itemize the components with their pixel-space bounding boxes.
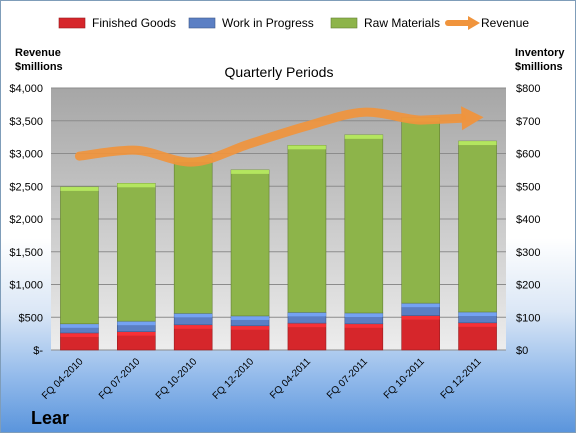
left-tick-label: $-: [33, 345, 43, 357]
bar-highlight: [287, 323, 326, 328]
x-tick-label: FQ 12-2010: [211, 356, 257, 402]
bar-highlight: [60, 332, 99, 337]
left-tick-label: $3,500: [9, 116, 43, 128]
legend-swatch-work-in-progress: [188, 17, 216, 29]
bar-highlight: [60, 323, 99, 328]
bar-highlight: [117, 183, 156, 188]
x-tick-label: FQ 07-2011: [325, 356, 370, 401]
left-tick-label: $2,500: [9, 181, 43, 193]
bar-highlight: [231, 325, 270, 330]
bar-highlight: [401, 315, 440, 320]
bar-raw-materials: [60, 186, 99, 325]
bar-highlight: [174, 324, 213, 329]
bar-highlight: [287, 145, 326, 150]
bar-raw-materials: [173, 157, 213, 314]
left-tick-label: $2,000: [9, 214, 43, 226]
bar-highlight: [458, 322, 497, 327]
company-name: Lear: [31, 408, 69, 428]
bar-finished-goods: [458, 322, 497, 351]
legend-arrow-revenue: [468, 16, 480, 30]
left-axis-title-line2: $millions: [15, 61, 63, 73]
legend-label: Finished Goods: [92, 16, 176, 30]
chart-subtitle: Quarterly Periods: [225, 64, 334, 80]
left-tick-label: $4,000: [9, 83, 43, 95]
bar-highlight: [231, 315, 270, 320]
bar-highlight: [344, 312, 383, 317]
left-tick-label: $3,000: [9, 149, 43, 161]
right-tick-label: $600: [516, 149, 540, 161]
legend-swatch-raw-materials: [330, 17, 358, 29]
legend-swatch-finished-goods: [58, 17, 86, 29]
bar-highlight: [60, 186, 99, 191]
right-tick-label: $200: [516, 280, 540, 292]
x-tick-label: FQ 10-2011: [382, 356, 427, 401]
bar-raw-materials: [458, 140, 497, 313]
bar-raw-materials: [401, 117, 440, 304]
bar-highlight: [117, 331, 156, 336]
x-tick-label: FQ 04-2011: [268, 356, 313, 401]
bar-finished-goods: [230, 325, 270, 351]
right-tick-label: $800: [516, 83, 540, 95]
legend-label: Revenue: [481, 16, 529, 30]
right-axis-title-line1: Inventory: [515, 47, 565, 59]
bar-raw-materials: [230, 169, 270, 317]
right-tick-label: $500: [516, 181, 540, 193]
revenue-arrowhead: [461, 106, 484, 131]
right-tick-label: $100: [516, 312, 540, 324]
x-tick-label: FQ 04-2010: [40, 356, 86, 402]
bar-finished-goods: [401, 315, 440, 351]
bar-finished-goods: [287, 322, 327, 351]
bar-highlight: [344, 323, 383, 328]
legend-label: Raw Materials: [364, 16, 440, 30]
left-tick-label: $1,500: [9, 247, 43, 259]
bar-raw-materials: [117, 183, 156, 322]
bar-raw-materials: [344, 134, 384, 314]
bar-raw-materials: [287, 145, 327, 313]
revenue-line: [74, 107, 467, 167]
bar-highlight: [458, 141, 497, 146]
legend-label: Work in Progress: [222, 16, 314, 30]
bar-highlight: [117, 321, 156, 326]
bar-highlight: [458, 312, 497, 317]
x-tick-label: FQ 12-2011: [439, 356, 484, 401]
bar-finished-goods: [344, 323, 384, 351]
bar-finished-goods: [173, 324, 213, 351]
right-tick-label: $400: [516, 214, 540, 226]
x-tick-label: FQ 10-2010: [154, 356, 200, 402]
bar-highlight: [344, 134, 383, 139]
bar-highlight: [401, 303, 440, 308]
right-tick-label: $700: [516, 116, 540, 128]
right-tick-label: $300: [516, 247, 540, 259]
left-axis-title-line1: Revenue: [15, 47, 61, 59]
left-tick-label: $500: [19, 312, 43, 324]
left-tick-label: $1,000: [9, 280, 43, 292]
bar-highlight: [287, 312, 326, 317]
right-axis-title-line2: $millions: [515, 61, 563, 73]
bar-highlight: [174, 313, 213, 318]
right-tick-label: $0: [516, 345, 528, 357]
bar-highlight: [231, 169, 270, 174]
x-tick-label: FQ 07-2010: [97, 356, 143, 402]
